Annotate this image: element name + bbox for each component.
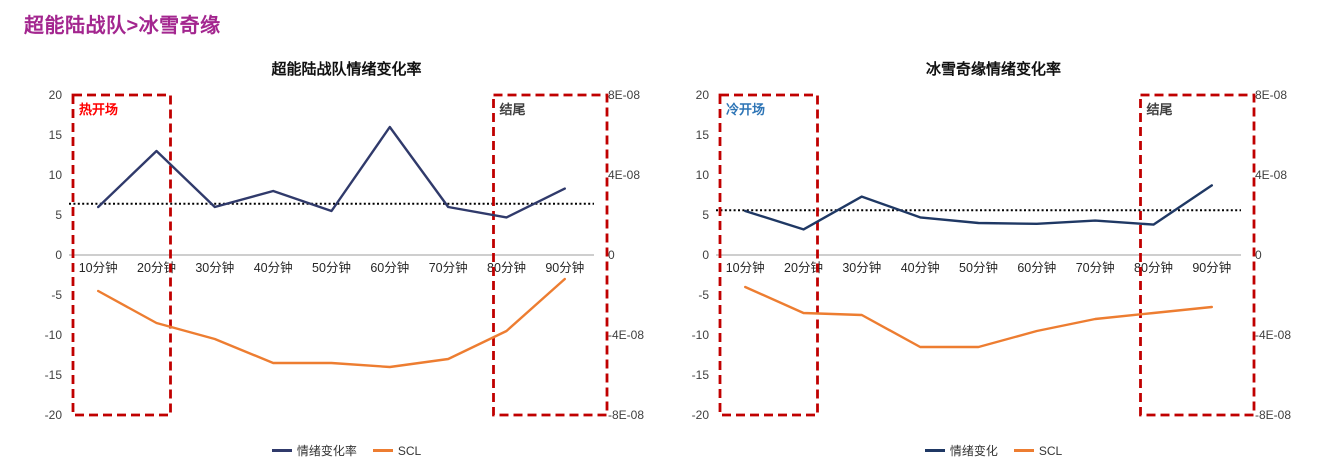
y-axis-tick-right: 4E-08	[1255, 168, 1287, 182]
y-axis-tick-right: 0	[608, 248, 615, 262]
x-axis-tick: 70分钟	[429, 260, 468, 275]
y-axis-tick-right: -4E-08	[608, 328, 644, 342]
x-axis-tick: 80分钟	[487, 260, 526, 275]
y-axis-tick-left: 5	[55, 208, 62, 222]
y-axis-tick-left: 0	[702, 248, 709, 262]
y-axis-tick-right: 8E-08	[1255, 88, 1287, 102]
x-axis-tick: 40分钟	[254, 260, 293, 275]
x-axis-tick: 90分钟	[1192, 260, 1231, 275]
chart-frozen: 冰雪奇缘情绪变化率 20 15 10 5 0 -5 -10 -15 -20 8E-08 4E-08 0…	[671, 60, 1316, 459]
x-axis-tick: 60分钟	[370, 260, 409, 275]
chart-legend-big-hero: 情绪变化率 SCL	[24, 442, 669, 459]
chart-plot-frozen: 20 15 10 5 0 -5 -10 -15 -20 8E-08 4E-08 0 -4E-08 -8E-…	[692, 88, 1292, 422]
legend-item: SCL	[1013, 443, 1063, 458]
x-axis-tick: 90分钟	[545, 260, 584, 275]
x-axis-tick: 10分钟	[79, 260, 118, 275]
y-axis-tick-left: 5	[702, 208, 709, 222]
y-axis-tick-left: 10	[49, 168, 63, 182]
x-axis-tick: 80分钟	[1134, 260, 1173, 275]
y-axis-tick-right: 4E-08	[608, 168, 640, 182]
annotation-box	[71, 93, 172, 417]
y-axis-tick-left: -10	[45, 328, 63, 342]
chart-big-hero: 超能陆战队情绪变化率 20 15 10 5 0 -5 -10 -15 -20 8E-08 4E-08…	[24, 60, 669, 459]
annotation-label: 热开场	[79, 102, 118, 117]
series-line	[96, 277, 566, 369]
annotation-label: 结尾	[500, 102, 526, 117]
chart-title-frozen: 冰雪奇缘情绪变化率	[925, 61, 1061, 78]
series-line	[743, 285, 1213, 349]
legend-item: 情绪变化率	[271, 442, 357, 459]
x-axis-tick: 50分钟	[959, 260, 998, 275]
legend-item: 情绪变化	[924, 442, 998, 459]
annotation-label: 结尾	[1147, 102, 1173, 117]
legend-marker	[924, 449, 945, 452]
y-axis-tick-left: -15	[692, 368, 710, 382]
x-axis-tick: 50分钟	[312, 260, 351, 275]
x-axis-tick: 20分钟	[137, 260, 176, 275]
annotation-box	[492, 93, 609, 417]
legend-label: 情绪变化率	[296, 444, 357, 458]
annotation-label: 冷开场	[726, 102, 765, 117]
legend-label: SCL	[397, 443, 422, 458]
y-axis-tick-right: 8E-08	[608, 88, 640, 102]
y-axis-tick-left: -5	[51, 288, 62, 302]
annotation-box	[718, 93, 819, 417]
charts-row: 超能陆战队情绪变化率 20 15 10 5 0 -5 -10 -15 -20 8E-08 4E-08…	[24, 60, 1318, 459]
y-axis-tick-right: -8E-08	[1255, 408, 1291, 422]
legend-label: 情绪变化	[949, 444, 998, 458]
y-axis-tick-left: -15	[45, 368, 63, 382]
chart-title-big-hero: 超能陆战队情绪变化率	[271, 61, 422, 78]
y-axis-tick-left: -5	[698, 288, 709, 302]
annotation-box	[1139, 93, 1256, 417]
y-axis-tick-left: 20	[696, 88, 710, 102]
y-axis-tick-right: -8E-08	[608, 408, 644, 422]
x-axis-tick: 30分钟	[195, 260, 234, 275]
x-axis-tick: 10分钟	[726, 260, 765, 275]
series-line	[96, 125, 566, 219]
legend-item: SCL	[372, 443, 422, 458]
y-axis-tick-right: 0	[1255, 248, 1262, 262]
y-axis-tick-left: -20	[45, 408, 63, 422]
x-axis-tick: 30分钟	[842, 260, 881, 275]
y-axis-tick-left: 15	[696, 128, 710, 142]
y-axis-tick-left: 0	[55, 248, 62, 262]
y-axis-tick-left: -10	[692, 328, 710, 342]
x-axis-tick: 40分钟	[901, 260, 940, 275]
legend-marker	[372, 449, 393, 452]
y-axis-tick-left: 15	[49, 128, 63, 142]
chart-legend-frozen: 情绪变化 SCL	[671, 442, 1316, 459]
y-axis-tick-left: 20	[49, 88, 63, 102]
legend-marker	[271, 449, 292, 452]
x-axis-tick: 60分钟	[1017, 260, 1056, 275]
legend-marker	[1013, 449, 1034, 452]
legend-label: SCL	[1038, 443, 1063, 458]
chart-plot-big-hero: 20 15 10 5 0 -5 -10 -15 -20 8E-08 4E-08 0 -4E-08 -8E-…	[45, 88, 645, 422]
x-axis-tick: 20分钟	[784, 260, 823, 275]
y-axis-tick-left: -20	[692, 408, 710, 422]
page-title: 超能陆战队>冰雪奇缘	[24, 15, 221, 37]
y-axis-tick-left: 10	[696, 168, 710, 182]
x-axis-tick: 70分钟	[1076, 260, 1115, 275]
series-line	[743, 184, 1213, 231]
y-axis-tick-right: -4E-08	[1255, 328, 1291, 342]
